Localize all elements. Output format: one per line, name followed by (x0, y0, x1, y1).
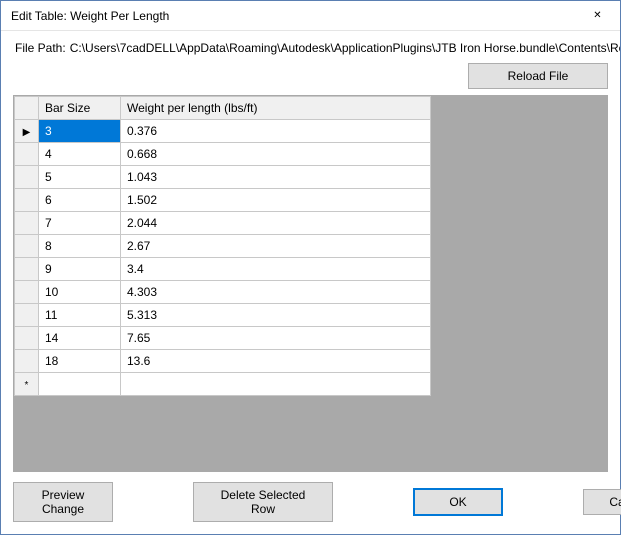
table-row[interactable]: 51.043 (15, 166, 431, 189)
table-row[interactable]: 61.502 (15, 189, 431, 212)
cell-bar-size[interactable]: 10 (39, 281, 121, 304)
cell-bar-size[interactable]: 18 (39, 350, 121, 373)
file-path-value: C:\Users\7cadDELL\AppData\Roaming\Autode… (70, 41, 620, 55)
cell-weight[interactable]: 5.313 (121, 304, 431, 327)
header-row: Bar Size Weight per length (lbs/ft) (15, 97, 431, 120)
toolbar: Reload File (1, 61, 620, 95)
table-row[interactable]: 40.668 (15, 143, 431, 166)
close-button[interactable]: ✕ (575, 1, 620, 31)
cell-weight[interactable]: 1.043 (121, 166, 431, 189)
new-row[interactable]: * (15, 373, 431, 396)
row-header[interactable] (15, 189, 39, 212)
current-row-icon: ▶ (23, 128, 31, 138)
ok-button[interactable]: OK (413, 488, 503, 516)
new-row-icon: * (25, 381, 29, 391)
file-path-row: File Path: C:\Users\7cadDELL\AppData\Roa… (1, 31, 620, 61)
cell-bar-size[interactable] (39, 373, 121, 396)
row-header[interactable] (15, 143, 39, 166)
table-row[interactable]: 93.4 (15, 258, 431, 281)
reload-file-button[interactable]: Reload File (468, 63, 608, 89)
row-header[interactable] (15, 350, 39, 373)
cell-bar-size[interactable]: 4 (39, 143, 121, 166)
row-header[interactable] (15, 258, 39, 281)
row-header-corner[interactable] (15, 97, 39, 120)
cell-weight[interactable]: 13.6 (121, 350, 431, 373)
cell-weight[interactable]: 0.376 (121, 120, 431, 143)
footer: Preview Change Delete Selected Row OK Ca… (1, 472, 620, 534)
table-row[interactable]: 82.67 (15, 235, 431, 258)
row-header[interactable] (15, 304, 39, 327)
row-header[interactable] (15, 281, 39, 304)
delete-selected-row-button[interactable]: Delete Selected Row (193, 482, 333, 522)
row-header[interactable] (15, 235, 39, 258)
column-header-bar-size[interactable]: Bar Size (39, 97, 121, 120)
window-title: Edit Table: Weight Per Length (11, 9, 575, 23)
cell-weight[interactable]: 0.668 (121, 143, 431, 166)
cell-bar-size[interactable]: 14 (39, 327, 121, 350)
close-icon: ✕ (593, 11, 601, 21)
preview-change-button[interactable]: Preview Change (13, 482, 113, 522)
cell-bar-size[interactable]: 7 (39, 212, 121, 235)
cell-weight[interactable]: 1.502 (121, 189, 431, 212)
table-row[interactable]: 115.313 (15, 304, 431, 327)
cell-weight[interactable]: 2.044 (121, 212, 431, 235)
cell-bar-size[interactable]: 9 (39, 258, 121, 281)
cell-bar-size[interactable]: 3 (39, 120, 121, 143)
cell-bar-size[interactable]: 11 (39, 304, 121, 327)
cancel-button[interactable]: Cancel (583, 489, 621, 515)
row-header[interactable] (15, 327, 39, 350)
table-row[interactable]: 147.65 (15, 327, 431, 350)
titlebar: Edit Table: Weight Per Length ✕ (1, 1, 620, 31)
cell-bar-size[interactable]: 5 (39, 166, 121, 189)
table-row[interactable]: 72.044 (15, 212, 431, 235)
row-header[interactable]: ▶ (15, 120, 39, 143)
data-grid-table: Bar Size Weight per length (lbs/ft) ▶ 30.… (14, 96, 431, 396)
row-header[interactable] (15, 212, 39, 235)
table-row[interactable]: 1813.6 (15, 350, 431, 373)
column-header-weight[interactable]: Weight per length (lbs/ft) (121, 97, 431, 120)
data-grid[interactable]: Bar Size Weight per length (lbs/ft) ▶ 30.… (13, 95, 608, 472)
cell-bar-size[interactable]: 6 (39, 189, 121, 212)
cell-weight[interactable]: 4.303 (121, 281, 431, 304)
row-header[interactable]: * (15, 373, 39, 396)
row-header[interactable] (15, 166, 39, 189)
cell-weight[interactable]: 2.67 (121, 235, 431, 258)
table-row[interactable]: 104.303 (15, 281, 431, 304)
cell-weight[interactable] (121, 373, 431, 396)
table-row[interactable]: ▶ 30.376 (15, 120, 431, 143)
cell-weight[interactable]: 7.65 (121, 327, 431, 350)
cell-bar-size[interactable]: 8 (39, 235, 121, 258)
dialog-window: Edit Table: Weight Per Length ✕ File Pat… (0, 0, 621, 535)
cell-weight[interactable]: 3.4 (121, 258, 431, 281)
file-path-label: File Path: (15, 41, 66, 55)
